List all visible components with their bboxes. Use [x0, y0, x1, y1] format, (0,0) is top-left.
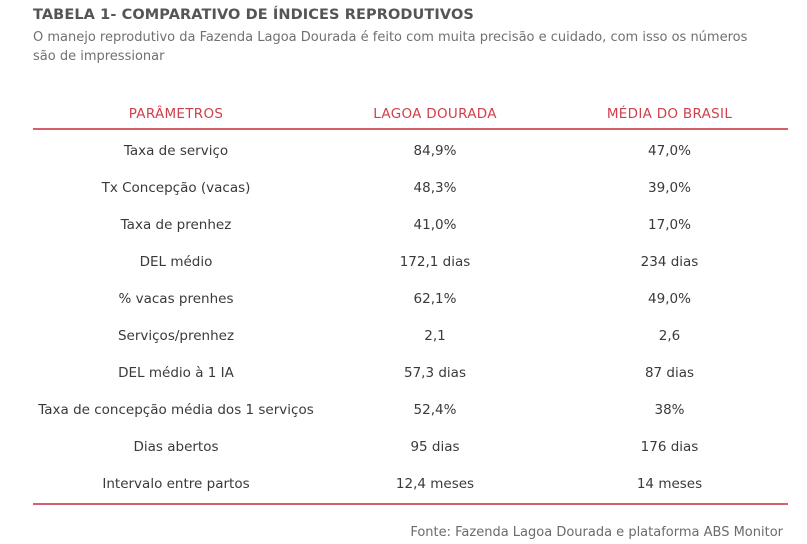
cell-parameter: % vacas prenhes [118, 290, 234, 307]
cell-lagoa-dourada: 57,3 dias [404, 364, 466, 381]
table-bottom-rule [33, 503, 788, 505]
table-row: Serviços/prenhez 2,1 2,6 [33, 317, 788, 354]
cell-lagoa-dourada: 95 dias [410, 438, 460, 455]
comparison-table: PARÂMETROS LAGOA DOURADA MÉDIA DO BRASIL… [33, 100, 788, 505]
cell-parameter: Dias abertos [133, 438, 219, 455]
table-row: Intervalo entre partos 12,4 meses 14 mes… [33, 465, 788, 502]
table-row: Taxa de serviço 84,9% 47,0% [33, 132, 788, 169]
cell-lagoa-dourada: 84,9% [413, 142, 457, 159]
cell-lagoa-dourada: 52,4% [413, 401, 457, 418]
table-row: DEL médio 172,1 dias 234 dias [33, 243, 788, 280]
cell-media-brasil: 87 dias [644, 364, 695, 381]
cell-lagoa-dourada: 62,1% [413, 290, 457, 307]
cell-parameter: Serviços/prenhez [117, 327, 235, 344]
table-row: Dias abertos 95 dias 176 dias [33, 428, 788, 465]
cell-parameter: DEL médio [139, 253, 213, 270]
table-row: Taxa de concepção média dos 1 serviços 5… [33, 391, 788, 428]
table-row: Taxa de prenhez 41,0% 17,0% [33, 206, 788, 243]
cell-media-brasil: 39,0% [648, 179, 691, 196]
cell-lagoa-dourada: 48,3% [413, 179, 457, 196]
cell-lagoa-dourada: 41,0% [413, 216, 457, 233]
cell-parameter: Taxa de serviço [123, 142, 229, 159]
table-body: Taxa de serviço 84,9% 47,0% Tx Concepção… [33, 132, 788, 502]
column-header-media-brasil: MÉDIA DO BRASIL [606, 106, 733, 122]
cell-media-brasil: 47,0% [648, 142, 691, 159]
cell-media-brasil: 49,0% [648, 290, 691, 307]
source-note: Fonte: Fazenda Lagoa Dourada e plataform… [410, 525, 783, 540]
cell-media-brasil: 2,6 [658, 327, 681, 344]
cell-lagoa-dourada: 2,1 [424, 327, 446, 344]
table-row: DEL médio à 1 IA 57,3 dias 87 dias [33, 354, 788, 391]
table-header-row: PARÂMETROS LAGOA DOURADA MÉDIA DO BRASIL [33, 100, 788, 130]
cell-media-brasil: 234 dias [640, 253, 699, 270]
column-header-parameters: PARÂMETROS [128, 106, 224, 122]
cell-media-brasil: 176 dias [640, 438, 699, 455]
cell-media-brasil: 38% [654, 401, 685, 418]
table-row: Tx Concepção (vacas) 48,3% 39,0% [33, 169, 788, 206]
table-title: TABELA 1- COMPARATIVO DE ÍNDICES REPRODU… [33, 7, 474, 23]
cell-parameter: DEL médio à 1 IA [118, 364, 234, 381]
cell-parameter: Intervalo entre partos [102, 475, 250, 492]
table-row: % vacas prenhes 62,1% 49,0% [33, 280, 788, 317]
cell-media-brasil: 14 meses [636, 475, 703, 492]
cell-parameter: Taxa de prenhez [120, 216, 232, 233]
cell-lagoa-dourada: 12,4 meses [395, 475, 475, 492]
cell-media-brasil: 17,0% [648, 216, 691, 233]
cell-lagoa-dourada: 172,1 dias [399, 253, 471, 270]
cell-parameter: Tx Concepção (vacas) [101, 179, 251, 196]
cell-parameter: Taxa de concepção média dos 1 serviços [38, 401, 314, 418]
column-header-lagoa-dourada: LAGOA DOURADA [373, 106, 497, 122]
table-subtitle: O manejo reprodutivo da Fazenda Lagoa Do… [33, 30, 748, 64]
